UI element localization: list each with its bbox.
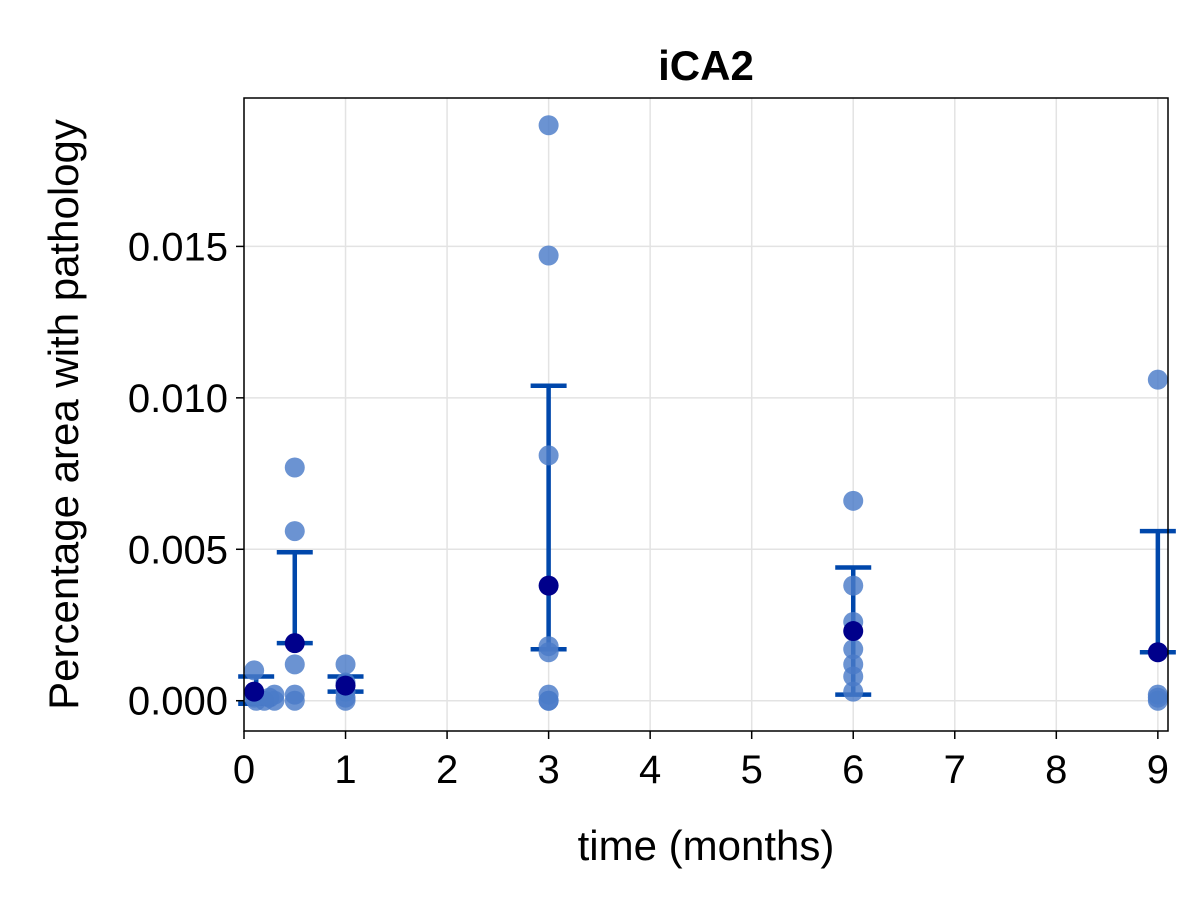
x-tick-label: 6 xyxy=(842,748,864,792)
data-point xyxy=(538,245,559,266)
x-tick-label: 2 xyxy=(436,748,458,792)
x-axis-label: time (months) xyxy=(578,822,835,869)
x-tick-label: 9 xyxy=(1147,748,1169,792)
mean-point xyxy=(1147,642,1168,663)
y-tick-label: 0.000 xyxy=(128,680,228,724)
data-point xyxy=(843,490,864,511)
data-point xyxy=(538,690,559,711)
data-point xyxy=(284,654,305,675)
data-point xyxy=(538,115,559,136)
x-tick-label: 3 xyxy=(537,748,559,792)
data-point xyxy=(538,642,559,663)
data-point xyxy=(843,575,864,596)
data-point xyxy=(284,690,305,711)
chart-title: iCA2 xyxy=(658,42,754,89)
mean-point xyxy=(335,675,356,696)
x-tick-label: 5 xyxy=(741,748,763,792)
mean-point-layer xyxy=(244,575,1168,702)
data-point xyxy=(264,690,285,711)
plot-frame xyxy=(243,97,1169,732)
data-point xyxy=(284,521,305,542)
grid-layer xyxy=(243,98,1168,731)
y-tick-label: 0.010 xyxy=(128,377,228,421)
point-layer xyxy=(244,115,1168,711)
data-point xyxy=(1147,690,1168,711)
data-point xyxy=(335,690,356,711)
data-point xyxy=(335,654,356,675)
x-tick-label: 0 xyxy=(233,748,255,792)
y-tick-label: 0.015 xyxy=(128,225,228,269)
error-bar-layer xyxy=(238,383,1176,706)
tick-layer: 0 1 2 3 4 5 6 7 8 9 0.000 0.005 0.010 0.015 xyxy=(128,225,1169,792)
mean-point xyxy=(284,633,305,654)
x-tick-label: 7 xyxy=(944,748,966,792)
y-tick-label: 0.005 xyxy=(128,528,228,572)
y-axis-label: Percentage area with pathology xyxy=(40,119,87,710)
x-tick-label: 1 xyxy=(334,748,356,792)
mean-point xyxy=(843,621,864,642)
x-tick-label: 4 xyxy=(639,748,661,792)
data-point xyxy=(244,660,265,681)
mean-point xyxy=(538,575,559,596)
data-point xyxy=(284,457,305,478)
data-point xyxy=(538,445,559,466)
mean-point xyxy=(244,681,265,702)
data-point xyxy=(843,639,864,660)
x-tick-label: 8 xyxy=(1045,748,1067,792)
data-point xyxy=(843,666,864,687)
data-point xyxy=(1147,369,1168,390)
data-point xyxy=(843,681,864,702)
